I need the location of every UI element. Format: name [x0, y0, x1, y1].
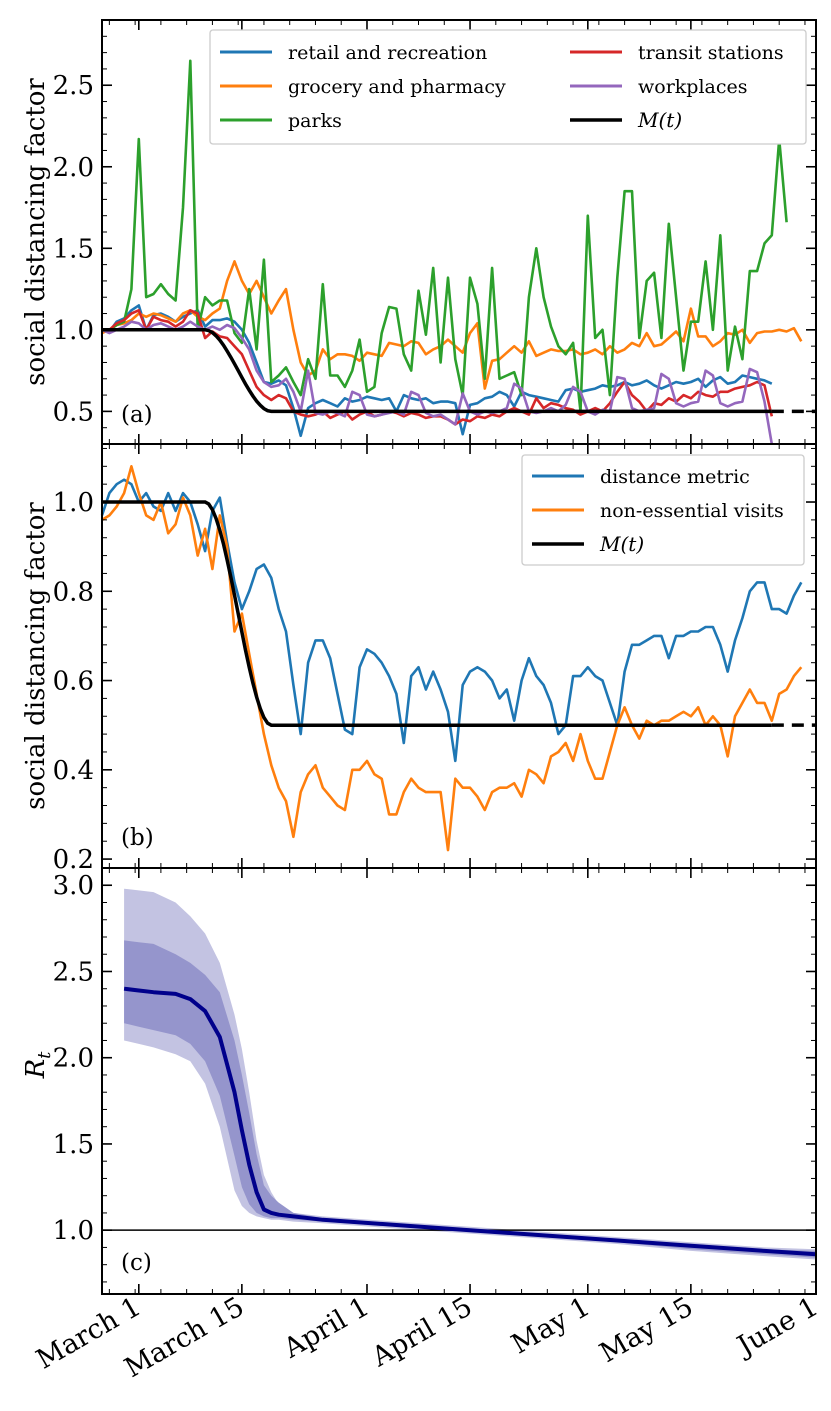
- y-tick-label: 2.0: [53, 153, 94, 183]
- rt-median-line: [123, 986, 817, 1257]
- y-tick-label: 0.5: [53, 397, 94, 427]
- model-curve-solid: [102, 328, 772, 414]
- panel-b: 0.2 0.4 0.6 0.8 1.0 social distancing factor…: [21, 443, 817, 875]
- panel-c-frame: [101, 867, 817, 1295]
- panel-b-legend: distance metric non-essential visits M(t…: [521, 454, 805, 566]
- panel-b-label: (b): [121, 825, 154, 851]
- y-tick-label: 0.2: [53, 845, 94, 875]
- panel-b-ylabel: social distancing factor: [21, 502, 51, 810]
- legend-label-transit: transit stations: [638, 42, 784, 64]
- legend-label-parks: parks: [288, 110, 342, 132]
- legend-label-distance: distance metric: [600, 466, 750, 488]
- panel-c-credible-bands: [102, 888, 817, 1260]
- model-curve-solid: [102, 500, 772, 727]
- panel-b-model-curve: [102, 500, 816, 727]
- x-tick-label-date: March 15: [119, 1291, 249, 1384]
- x-tick-label-date: April 15: [366, 1291, 478, 1373]
- series-line-retail-and-recreation: [101, 304, 773, 438]
- x-tick-label-date: June 1: [730, 1291, 824, 1363]
- y-tick-label: 1.5: [53, 1130, 94, 1160]
- panel-c-label: (c): [121, 1250, 152, 1276]
- legend-label-model: M(t): [637, 108, 682, 132]
- legend-label-nonessential: non-essential visits: [600, 500, 784, 522]
- panel-c-ylabel: Rt: [21, 1051, 55, 1080]
- panel-c-axis-ticks: 1.0 1.5 2.0 2.5 3.0: [53, 868, 817, 1294]
- panel-a-legend-box: [209, 29, 807, 145]
- panel-a-model-curve: [102, 328, 816, 414]
- legend-label-model-b: M(t): [599, 532, 644, 556]
- series-line-distance-metric: [100, 478, 803, 763]
- panel-a-legend: retail and recreation transit stations g…: [209, 29, 807, 145]
- y-tick-label: 2.0: [53, 1044, 94, 1074]
- legend-label-grocery: grocery and pharmacy: [288, 76, 506, 98]
- panel-b-legend-box: [521, 454, 805, 566]
- y-tick-label: 3.0: [53, 871, 94, 901]
- y-tick-label: 1.0: [53, 1216, 94, 1246]
- y-tick-label: 1.0: [53, 316, 94, 346]
- outer-credible-band: [124, 888, 817, 1260]
- panel-c-median: [123, 986, 817, 1257]
- y-tick-label: 0.4: [53, 756, 94, 786]
- series-line-parks: [102, 59, 788, 413]
- panel-a: 0.5 1.0 1.5 2.0 2.5 social distancing factor…: [21, 19, 817, 445]
- x-tick-label-date: May 1: [506, 1291, 595, 1360]
- y-tick-label: 0.6: [53, 667, 94, 697]
- legend-label-workplaces: workplaces: [638, 76, 748, 98]
- y-tick-label: 1.5: [53, 234, 94, 264]
- inner-credible-band: [124, 940, 817, 1258]
- legend-label-retail: retail and recreation: [288, 42, 487, 64]
- y-tick-label: 1.0: [53, 488, 94, 518]
- series-line-workplaces: [101, 320, 774, 445]
- y-tick-label: 2.5: [53, 71, 94, 101]
- y-tick-label: 2.5: [53, 957, 94, 987]
- x-tick-label-date: April 1: [278, 1291, 375, 1365]
- y-tick-label: 0.8: [53, 577, 94, 607]
- panel-a-label: (a): [121, 402, 153, 428]
- x-tick-label-date: May 15: [595, 1291, 699, 1369]
- panel-a-ylabel: social distancing factor: [21, 78, 51, 386]
- series-line-grocery-and-pharmacy: [101, 260, 803, 390]
